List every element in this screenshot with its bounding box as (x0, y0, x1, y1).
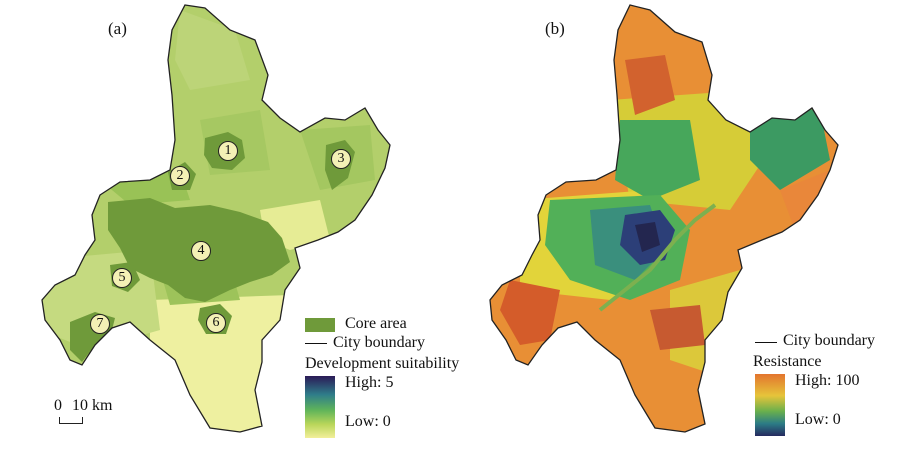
panel-b-resistance-map: (b) City boundary Resistance High: 100 L… (450, 0, 900, 452)
core-area-marker: 4 (191, 241, 211, 261)
core-area-marker: 6 (206, 313, 226, 333)
legend-ramp-title: Resistance (753, 353, 822, 370)
core-area-marker: 3 (331, 149, 351, 169)
core-area-marker: 1 (218, 141, 238, 161)
city-boundary-line-symbol (755, 342, 777, 343)
scale-zero-label: 0 (54, 397, 62, 414)
scale-ten-km-label: 10 km (72, 397, 113, 414)
map-a-svg (41, 4, 391, 433)
legend-city-boundary-label: City boundary (783, 332, 875, 349)
city-boundary-line-symbol (305, 343, 327, 344)
map-b-svg (489, 4, 839, 433)
panel-a-suitability-map: (a) 1 2 3 4 5 6 7 Core area City boundar… (41, 4, 459, 438)
legend-high-label: High: 5 (345, 374, 394, 391)
legend-core-area-label: Core area (345, 315, 407, 332)
core-area-marker: 2 (170, 166, 190, 186)
legend-ramp-title: Development suitability (305, 355, 460, 372)
legend-high-label: High: 100 (795, 372, 860, 389)
resistance-color-ramp (755, 374, 785, 436)
legend-low-label: Low: 0 (345, 413, 391, 430)
scale-bar (59, 417, 83, 424)
core-area-marker: 5 (112, 268, 132, 288)
legend-low-label: Low: 0 (795, 411, 841, 428)
core-area-swatch (305, 318, 335, 332)
panel-a-label: (a) (108, 19, 127, 38)
legend-city-boundary-label: City boundary (333, 334, 425, 351)
core-area-marker: 7 (90, 314, 110, 334)
panel-b-label: (b) (545, 19, 565, 38)
suitability-color-ramp (305, 376, 335, 438)
